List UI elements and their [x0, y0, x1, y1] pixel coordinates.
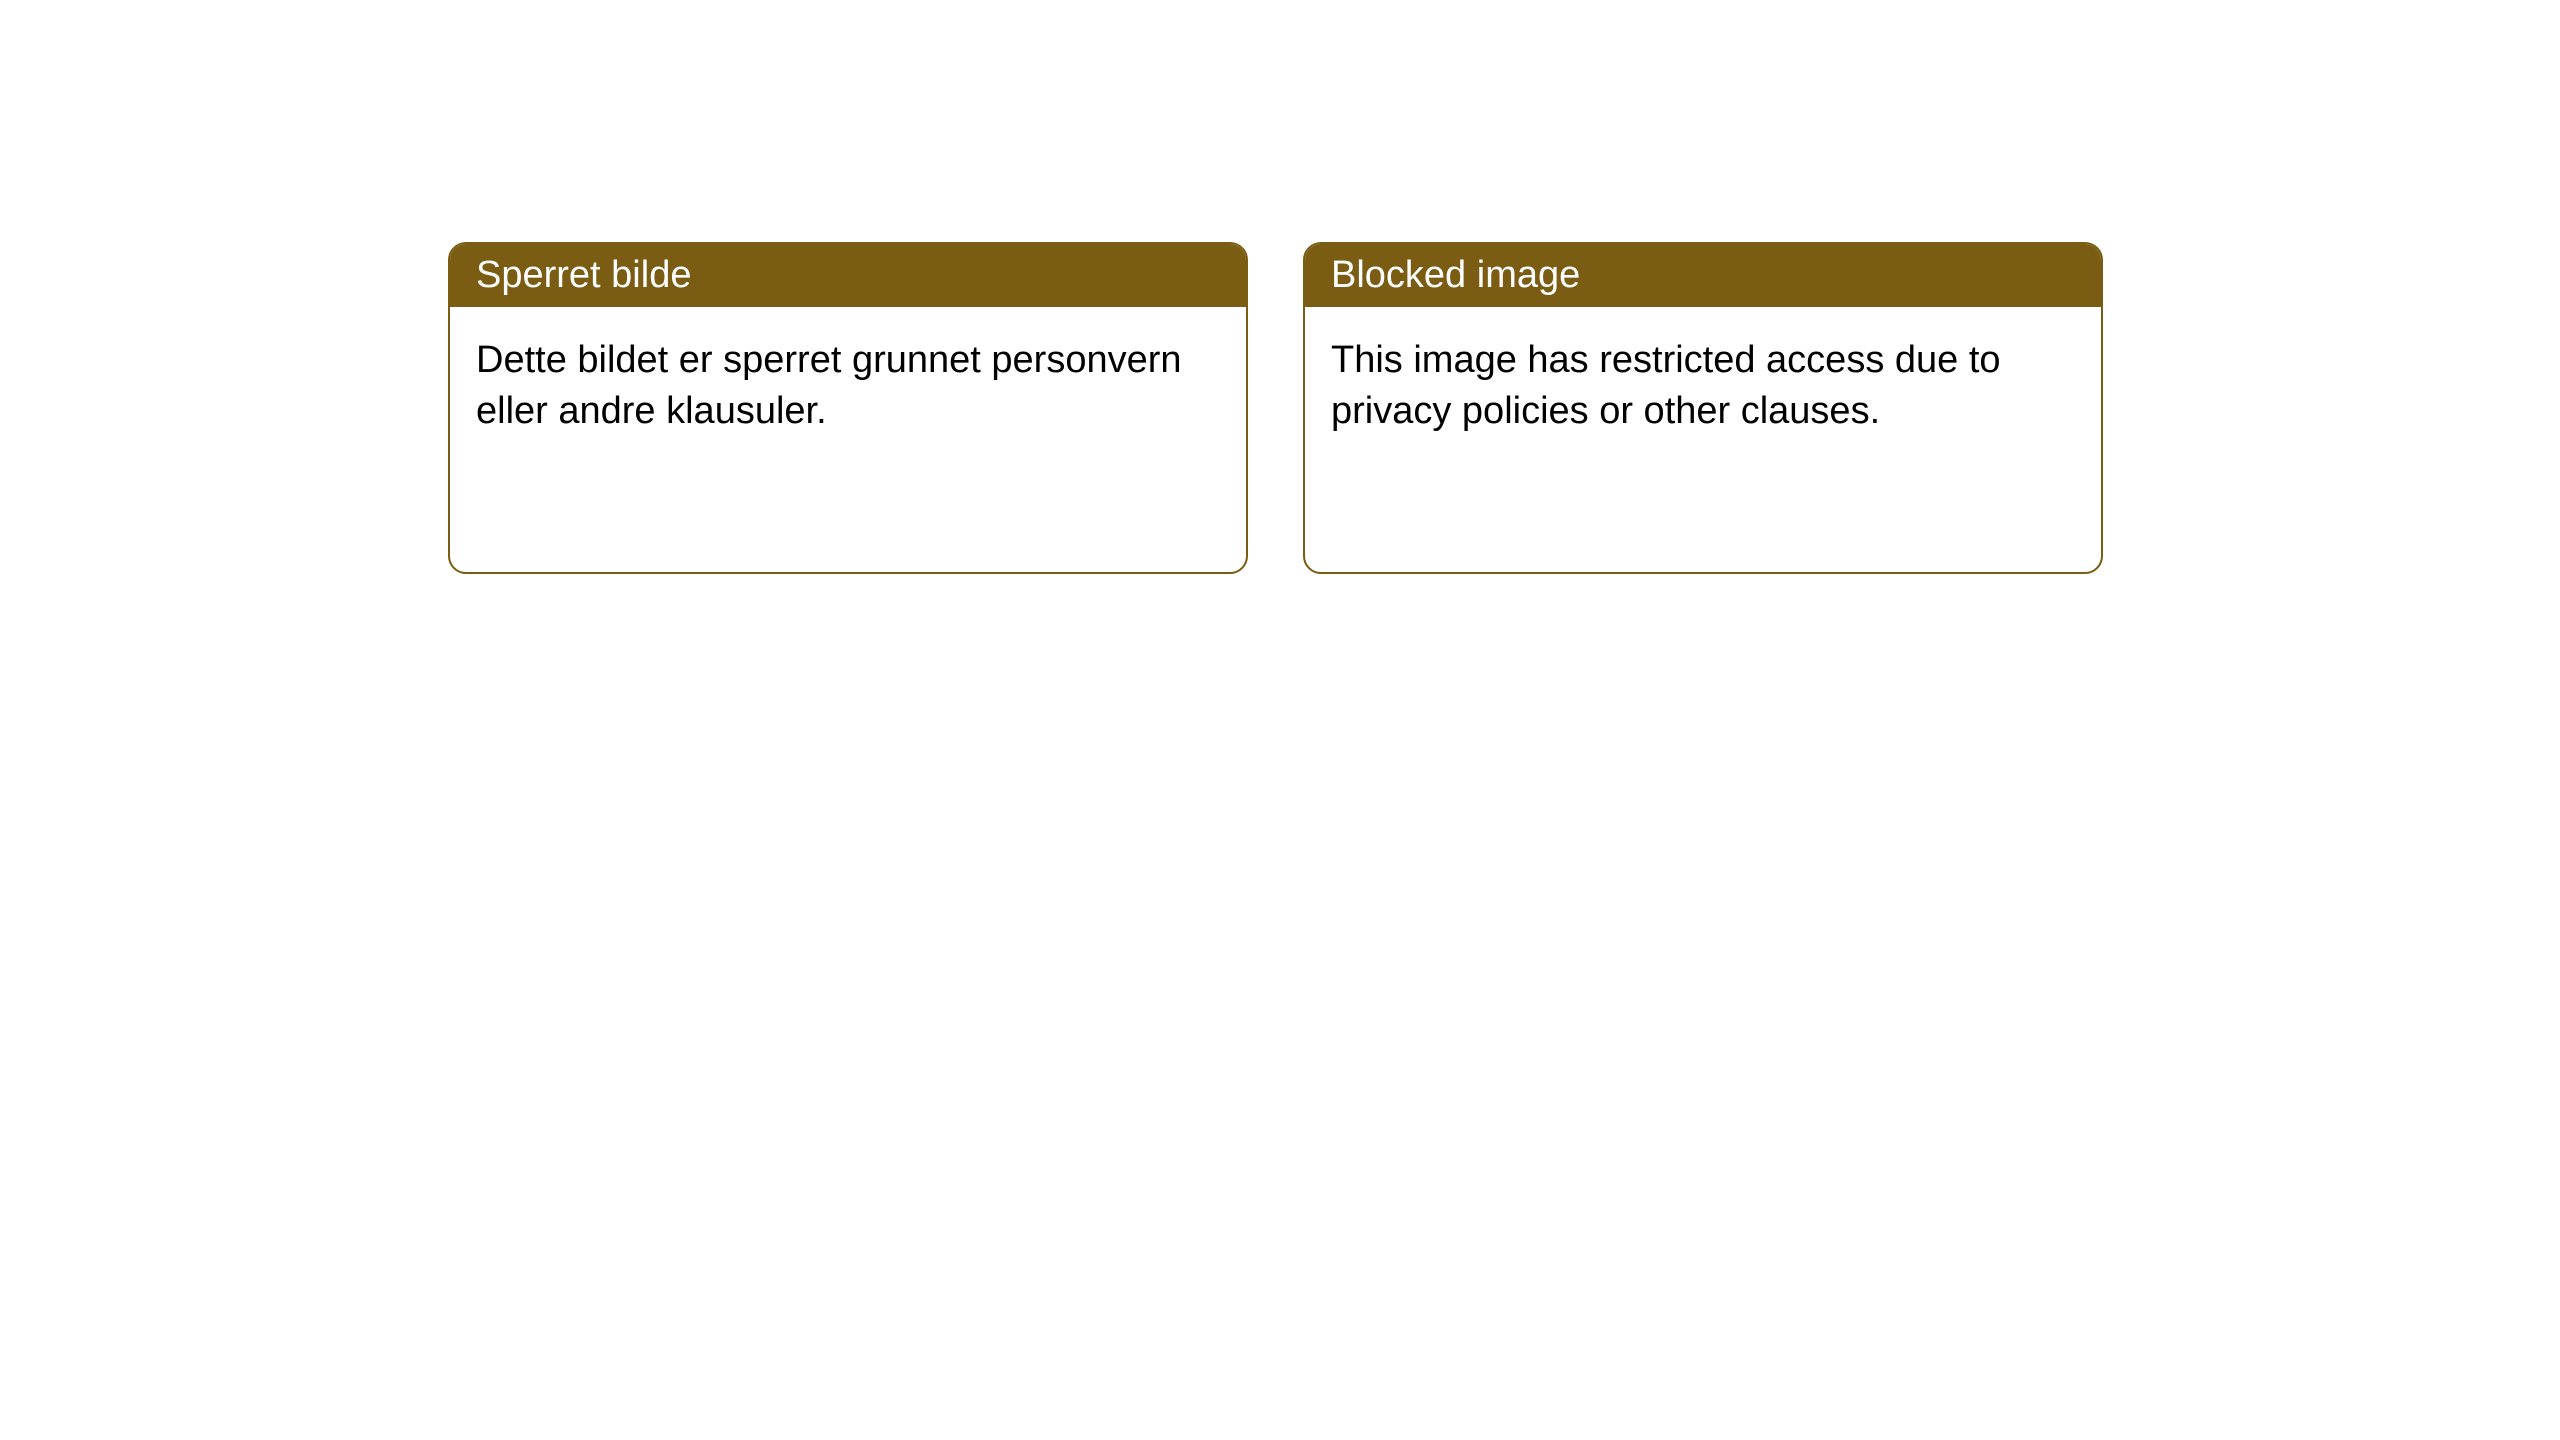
notice-body: Dette bildet er sperret grunnet personve…	[450, 307, 1246, 466]
notice-card-norwegian: Sperret bilde Dette bildet er sperret gr…	[448, 242, 1248, 574]
notice-header: Sperret bilde	[450, 244, 1246, 307]
notice-card-english: Blocked image This image has restricted …	[1303, 242, 2103, 574]
notice-body: This image has restricted access due to …	[1305, 307, 2101, 466]
notice-container: Sperret bilde Dette bildet er sperret gr…	[0, 0, 2560, 574]
notice-header: Blocked image	[1305, 244, 2101, 307]
